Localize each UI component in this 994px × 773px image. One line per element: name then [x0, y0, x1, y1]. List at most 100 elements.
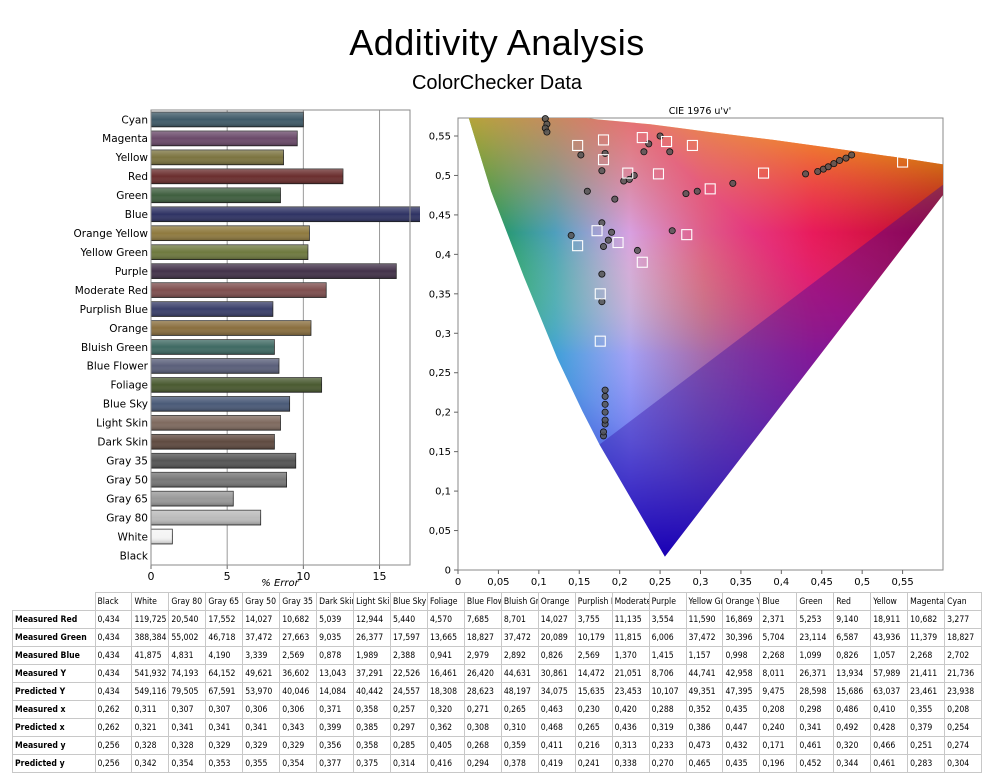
cie-predicted-point [660, 135, 673, 148]
table-cell: 0,306 [279, 700, 318, 719]
bar-shine [151, 282, 327, 298]
table-row-label: Measured Green [12, 628, 96, 647]
bar-shine [151, 510, 261, 525]
bar-shine [151, 320, 311, 336]
table-cell: 0,338 [611, 754, 650, 773]
table-cell: 41,875 [131, 646, 170, 665]
table-cell: 0,354 [168, 754, 207, 773]
table-cell: 23,453 [611, 682, 650, 701]
table-cell: 30,396 [722, 628, 761, 647]
cie-measured-point [598, 270, 606, 278]
table-column-header: Purple [648, 592, 687, 611]
table-cell: 0,251 [907, 736, 946, 755]
table-cell: 9,035 [316, 628, 355, 647]
cie-measured-point [604, 236, 612, 244]
table-cell: 2,388 [390, 646, 428, 665]
table-row: Measured Blue 0,434 41,875 4,831 4,190 3,339 2… [12, 646, 982, 665]
table-cell: 14,472 [574, 664, 613, 683]
table-cell: 18,827 [463, 628, 502, 647]
table-cell: 0,268 [463, 736, 502, 755]
bar-shine [151, 472, 287, 488]
bar-shine [151, 358, 279, 374]
table-cell: 23,114 [796, 628, 835, 647]
cie-y-tick-label: 0,2 [435, 408, 451, 419]
bar-category-label: Dark Skin [97, 437, 148, 449]
table-cell: 3,554 [648, 610, 687, 629]
table-cell: 18,308 [426, 682, 465, 701]
table-cell: 0,283 [907, 754, 946, 773]
table-cell: 0,826 [833, 646, 872, 665]
table-cell: 0,265 [574, 718, 613, 737]
bar-x-tick-label: 15 [373, 570, 387, 583]
table-cell: 0,435 [722, 700, 761, 719]
table-cell: 0,329 [205, 736, 244, 755]
table-cell: 40,046 [279, 682, 318, 701]
cie-measured-point [601, 408, 609, 416]
table-row: Measured y 0,256 0,328 0,328 0,329 0,329 0,329… [12, 736, 982, 755]
cie-y-tick-label: 0,4 [435, 250, 451, 261]
table-cell: 0,461 [870, 754, 909, 773]
table-cell: 0,265 [500, 700, 539, 719]
table-row-label: Measured x [12, 700, 96, 719]
table-cell: 53,970 [242, 682, 281, 701]
cie-measured-point [824, 163, 832, 171]
table-row: Measured x 0,262 0,311 0,307 0,307 0,306 0,306… [12, 700, 982, 719]
bar-category-label: Yellow [115, 152, 149, 164]
cie-y-tick-label: 0,1 [435, 487, 451, 498]
cie-y-tick-label: 0,25 [429, 368, 451, 379]
cie-predicted-point [594, 288, 606, 300]
table-cell: 0,254 [944, 718, 982, 737]
table-column-header: Gray 50 [242, 592, 281, 611]
table-cell: 0,405 [426, 736, 465, 755]
table-cell: 26,420 [463, 664, 502, 683]
table-cell: 36,602 [279, 664, 318, 683]
cie-predicted-point [594, 335, 606, 347]
table-cell: 3,339 [242, 646, 281, 665]
cie-measured-point [645, 140, 653, 148]
table-cell: 0,411 [537, 736, 576, 755]
table-cell: 48,197 [500, 682, 539, 701]
table-cell: 24,557 [390, 682, 428, 701]
cie-measured-point [577, 151, 585, 159]
cie-y-tick-label: 0,3 [435, 329, 451, 340]
cie-measured-point [693, 187, 701, 195]
table-column-header: White [131, 592, 170, 611]
cie-predicted-point [581, 463, 593, 475]
table-cell: 21,411 [907, 664, 946, 683]
table-cell: 1,057 [870, 646, 909, 665]
cie-x-tick-label: 0 [455, 577, 461, 588]
cie-measured-point [601, 392, 609, 400]
error-bar-chart: Cyan Magenta Yellow Red Green Blue Orange Yell… [74, 109, 420, 589]
table-row-label: Predicted y [12, 754, 96, 773]
table-cell: 18,911 [870, 610, 909, 629]
table-cell: 0,416 [426, 754, 465, 773]
table-cell: 0,257 [390, 700, 428, 719]
table-cell: 26,371 [796, 664, 835, 683]
cie-measured-point [729, 179, 737, 187]
table-column-header: Orange [537, 592, 576, 611]
table-row: Predicted Y 0,434 549,116 79,505 67,591 53,97… [12, 682, 982, 701]
table-cell: 4,570 [426, 610, 465, 629]
bar-shine [151, 434, 275, 450]
table-cell: 0,256 [94, 754, 133, 773]
table-cell: 0,386 [685, 718, 724, 737]
cie-x-tick-label: 0,4 [773, 577, 789, 588]
table-cell: 2,702 [944, 646, 982, 665]
bar-category-label: Green [116, 190, 148, 202]
cie-gamut [468, 118, 943, 557]
table-cell: 1,157 [685, 646, 724, 665]
table-cell: 2,979 [463, 646, 502, 665]
table-cell: 0,486 [833, 700, 872, 719]
bar-category-label: Magenta [102, 133, 148, 145]
table-cell: 14,027 [242, 610, 281, 629]
table-cell: 0,375 [353, 754, 391, 773]
cie-predicted-point [612, 236, 624, 249]
cie-measured-point [802, 170, 810, 178]
table-cell: 0,465 [685, 754, 724, 773]
table-cell: 47,395 [722, 682, 761, 701]
table-cell: 0,310 [500, 718, 539, 737]
bar-shine [151, 301, 273, 317]
table-column-header: Bluish Gre [500, 592, 539, 611]
table-cell: 14,027 [537, 610, 576, 629]
cie-predicted-point [591, 225, 603, 237]
